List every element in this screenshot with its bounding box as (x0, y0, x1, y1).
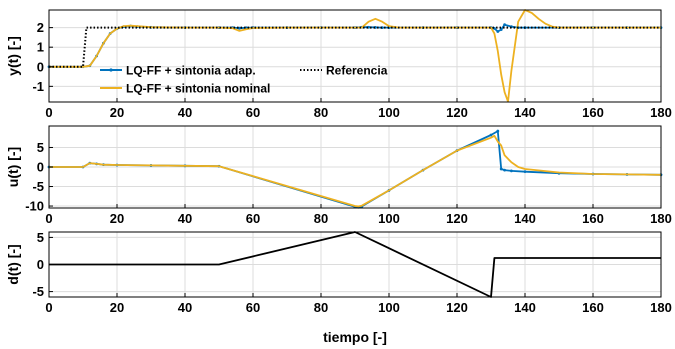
y-axis-label: u(t) [-] (5, 147, 21, 187)
series-point (489, 133, 493, 137)
series-point (496, 129, 500, 133)
series-point (499, 167, 503, 171)
x-tick-label: 120 (446, 105, 468, 120)
x-tick-label: 0 (45, 105, 52, 120)
series-point (238, 26, 241, 30)
x-tick-label: 20 (110, 211, 124, 226)
y-tick-label: -1 (32, 79, 44, 94)
legend-marker (109, 68, 113, 72)
x-tick-label: 180 (650, 300, 672, 315)
series-point (503, 168, 506, 172)
x-tick-label: 140 (514, 300, 536, 315)
x-tick-label: 140 (514, 211, 536, 226)
legend-label: Referencia (326, 64, 388, 78)
x-tick-label: 0 (45, 211, 52, 226)
x-tick-label: 40 (178, 211, 192, 226)
x-tick-label: 160 (582, 211, 604, 226)
y-tick-label: 1 (37, 40, 44, 55)
series-line-2 (49, 9, 661, 103)
x-tick-label: 60 (246, 105, 260, 120)
legend-label: LQ-FF + sintonia nominal (126, 82, 270, 96)
x-tick-label: 140 (514, 105, 536, 120)
y-axis-label: d(t) [-] (5, 244, 21, 284)
y-axis-label: y(t) [-] (5, 36, 21, 76)
x-tick-label: 100 (378, 300, 400, 315)
y-tick-label: 0 (37, 257, 44, 272)
legend-label: LQ-FF + sintonia adap. (126, 64, 256, 78)
series-line-1 (49, 130, 662, 209)
x-tick-label: 60 (246, 300, 260, 315)
y-tick-label: 5 (37, 140, 44, 155)
y-tick-label: -10 (25, 199, 44, 214)
x-tick-label: 180 (650, 105, 672, 120)
y-tick-label: 0 (37, 59, 44, 74)
x-tick-label: 100 (378, 105, 400, 120)
series-point (510, 169, 513, 173)
x-tick-label: 80 (314, 300, 328, 315)
y-tick-label: -5 (32, 284, 44, 299)
y-tick-label: 2 (37, 20, 44, 35)
x-tick-label: 20 (110, 300, 124, 315)
x-tick-label: 60 (246, 211, 260, 226)
series-point (496, 30, 500, 33)
y-tick-label: -5 (32, 179, 44, 194)
legend: LQ-FF + sintonia adap. LQ-FF + sintonia n… (100, 64, 388, 96)
y-tick-label: 5 (37, 230, 44, 245)
x-tick-label: 40 (178, 105, 192, 120)
x-tick-label: 20 (110, 105, 124, 120)
series-line-1 (49, 23, 661, 68)
series-line-2 (49, 134, 662, 208)
panel-2: 0 20 40 60 80 100 120 140 160 180 -10 -5 0 5 u(t) [-] (5, 125, 672, 226)
x-tick-label: 40 (178, 300, 192, 315)
x-tick-label: 0 (45, 300, 52, 315)
x-tick-label: 100 (378, 211, 400, 226)
x-tick-label: 180 (650, 211, 672, 226)
x-tick-label: 160 (582, 105, 604, 120)
x-tick-label: 80 (314, 105, 328, 120)
x-tick-label: 80 (314, 211, 328, 226)
x-tick-label: 120 (446, 300, 468, 315)
y-tick-label: 0 (37, 160, 44, 175)
axes-frame (48, 9, 662, 103)
series-point (523, 170, 527, 174)
series-point (499, 28, 503, 31)
x-axis-label: tiempo [-] (323, 329, 387, 345)
x-tick-label: 160 (582, 300, 604, 315)
x-tick-label: 120 (446, 211, 468, 226)
series-point (503, 23, 506, 27)
series-line-1 (49, 231, 661, 298)
series-line-3 (49, 26, 661, 68)
